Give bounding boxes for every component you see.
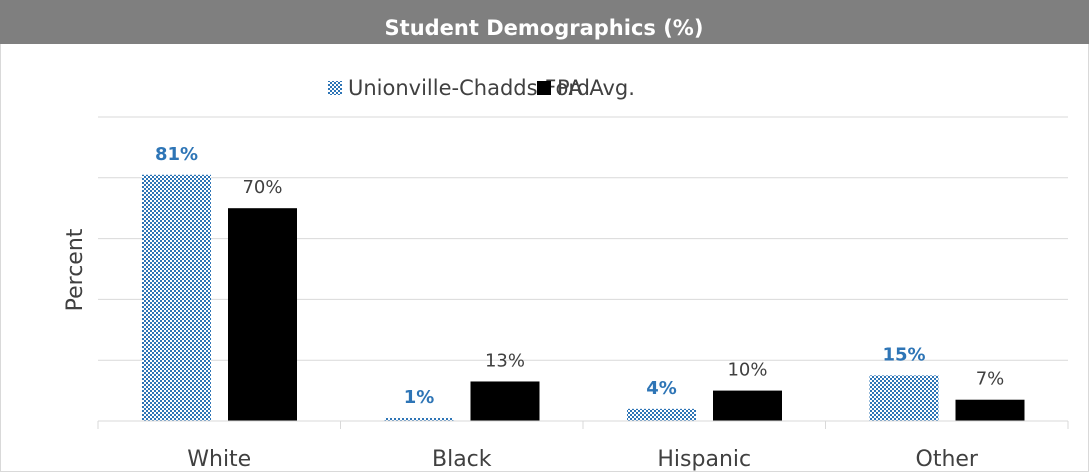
bar <box>955 399 1025 421</box>
x-tick-label: Other <box>916 447 979 472</box>
legend-swatch <box>328 81 342 95</box>
title-bar <box>0 0 1089 44</box>
data-label: 13% <box>485 350 525 371</box>
chart-title: Student Demographics (%) <box>385 16 704 40</box>
bar <box>384 417 454 421</box>
bar <box>228 208 297 421</box>
data-label: 70% <box>242 177 282 198</box>
data-label: 4% <box>646 378 677 399</box>
legend-label: Unionville-Chadds Ford <box>348 76 590 100</box>
data-label: 15% <box>882 344 925 365</box>
legend-label: PA Avg. <box>557 76 635 100</box>
x-tick-label: White <box>187 447 251 472</box>
data-label: 7% <box>976 369 1005 390</box>
y-axis-label: Percent <box>63 228 88 311</box>
data-label: 10% <box>727 360 767 381</box>
bar <box>869 375 939 421</box>
x-tick-label: Black <box>432 447 492 472</box>
legend-swatch <box>537 81 551 95</box>
bar <box>142 174 211 421</box>
bar <box>713 390 782 421</box>
data-label: 1% <box>404 387 435 408</box>
data-label: 81% <box>155 144 198 165</box>
x-tick-label: Hispanic <box>657 447 751 472</box>
bar <box>627 408 696 421</box>
bar <box>470 381 540 421</box>
